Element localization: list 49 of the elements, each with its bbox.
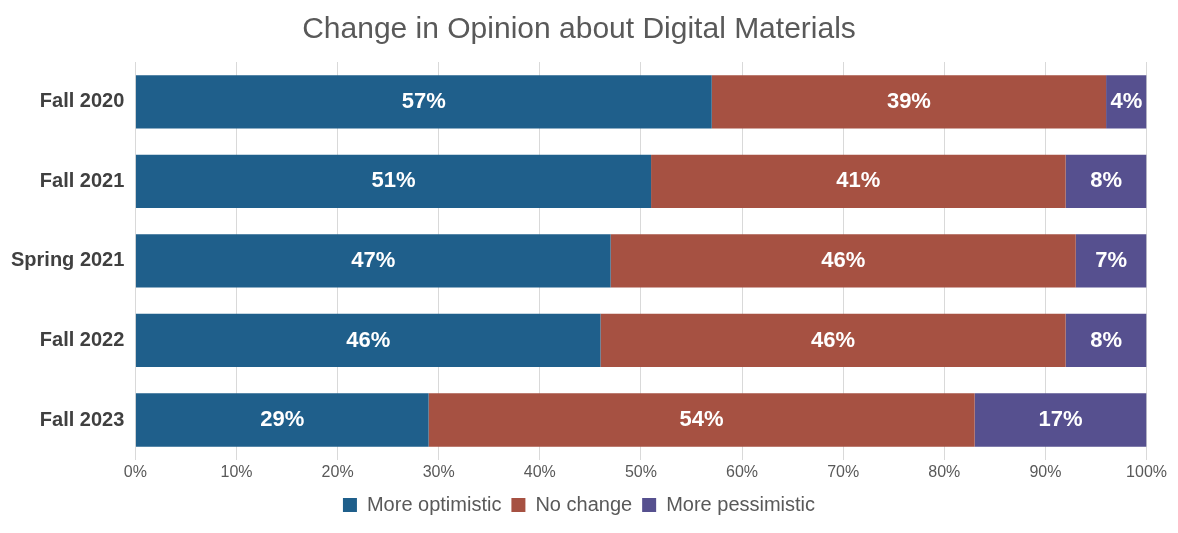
- bar: [135, 234, 611, 288]
- x-tick-label: 40%: [523, 462, 556, 480]
- bar: [135, 393, 429, 447]
- y-tick-label: Fall 2021: [39, 168, 125, 191]
- data-label: 39%: [886, 87, 931, 113]
- data-label: 57%: [401, 87, 446, 113]
- data-label: 8%: [1090, 167, 1122, 193]
- data-label: 17%: [1038, 406, 1083, 432]
- data-label: 46%: [346, 326, 391, 352]
- data-label: 47%: [351, 246, 396, 272]
- data-label: 8%: [1090, 326, 1122, 352]
- x-tick-label: 50%: [624, 462, 657, 480]
- bar: [428, 393, 975, 447]
- data-label: 54%: [679, 406, 724, 432]
- x-tick-label: 90%: [1029, 462, 1062, 480]
- data-label: 46%: [811, 326, 856, 352]
- bar: [135, 313, 601, 368]
- bar: [600, 313, 1066, 368]
- x-tick-label: 30%: [422, 462, 455, 480]
- legend-label: More optimistic: [366, 492, 502, 515]
- bar: [974, 393, 1147, 447]
- bar: [1065, 313, 1147, 368]
- legend-label: No change: [535, 492, 633, 515]
- x-tick-label: 100%: [1126, 462, 1167, 480]
- x-tick-label: 80%: [928, 462, 961, 480]
- bar: [135, 75, 712, 129]
- data-label: 51%: [371, 167, 416, 193]
- data-label: 29%: [260, 406, 305, 432]
- y-tick-label: Spring 2021: [10, 248, 125, 271]
- y-tick-label: Fall 2020: [39, 89, 125, 112]
- bar: [135, 154, 652, 208]
- y-tick-label: Fall 2022: [39, 327, 125, 350]
- bar: [711, 75, 1107, 129]
- data-label: 46%: [821, 246, 866, 272]
- x-tick-label: 60%: [726, 462, 759, 480]
- data-label: 7%: [1095, 246, 1128, 272]
- x-tick-label: 0%: [123, 462, 147, 480]
- legend-label: More pessimistic: [666, 492, 816, 515]
- x-tick-label: 70%: [827, 462, 860, 480]
- data-label: 4%: [1110, 87, 1143, 113]
- chart-title: Change in Opinion about Digital Materials: [302, 11, 856, 45]
- data-label: 41%: [836, 167, 881, 193]
- x-tick-label: 20%: [321, 462, 354, 480]
- y-tick-label: Fall 2023: [39, 407, 125, 430]
- x-tick-label: 10%: [220, 462, 253, 480]
- bar: [1075, 234, 1147, 288]
- bar: [651, 154, 1066, 208]
- bar: [610, 234, 1076, 288]
- bar: [1065, 154, 1147, 208]
